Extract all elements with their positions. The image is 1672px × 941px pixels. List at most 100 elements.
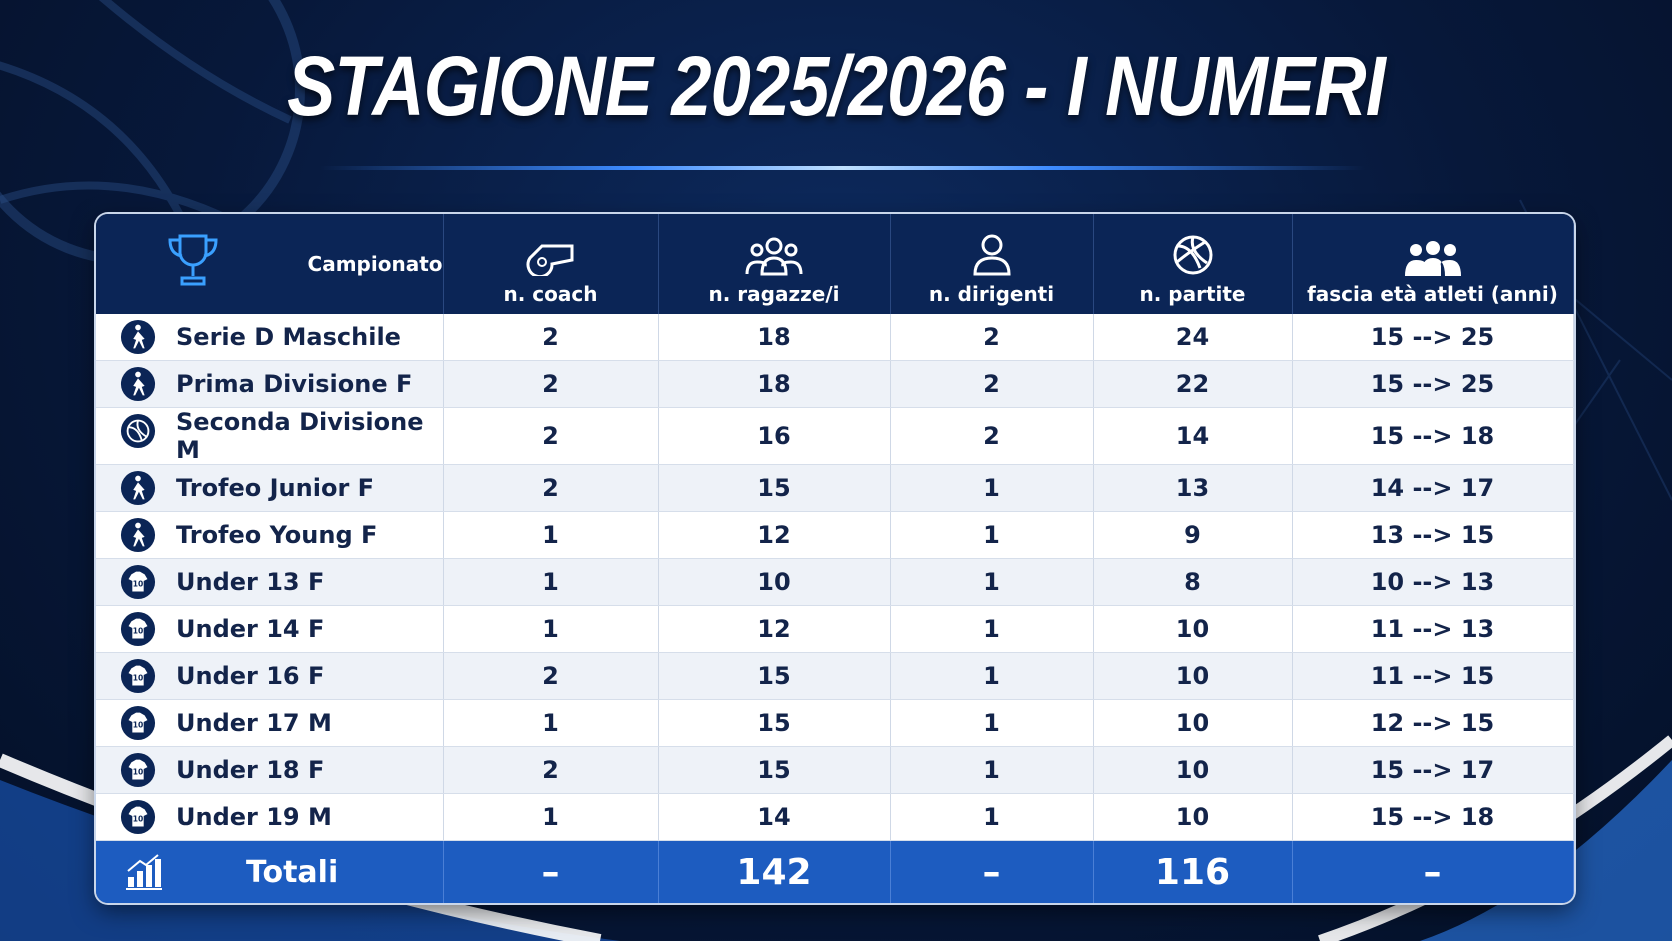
- value-cell: 1: [890, 746, 1094, 794]
- value-cell: 9: [1093, 511, 1293, 559]
- value-cell: 1: [443, 511, 659, 559]
- cell-text: 10: [1175, 615, 1210, 643]
- value-cell: 2: [443, 746, 659, 794]
- cell-text: 1: [983, 615, 1000, 643]
- group-icon: [745, 237, 803, 276]
- value-cell: 1: [443, 605, 659, 653]
- cell-text: 15: [757, 709, 791, 737]
- value-cell: 16: [658, 407, 891, 465]
- cell-text: 15: [757, 756, 791, 784]
- cell-text: 24: [1175, 323, 1210, 351]
- value-cell: 8: [1093, 558, 1293, 606]
- category-icon: 10: [120, 564, 156, 600]
- value-cell: 1: [443, 558, 659, 606]
- svg-text:10: 10: [133, 674, 144, 683]
- cell-text: 1: [983, 474, 1000, 502]
- table-row: 10 Under 13 F 1 10 1 8 10 --> 13: [96, 558, 1574, 606]
- value-cell: 14: [1093, 407, 1293, 465]
- cell-text: Under 19 M: [176, 803, 332, 831]
- totals-cell: 116: [1093, 840, 1293, 903]
- column-label: Campionato: [307, 252, 443, 276]
- value-cell: 15 --> 25: [1292, 314, 1574, 361]
- category-cell: 10 Under 17 M: [96, 699, 444, 747]
- cell-text: 12 --> 15: [1370, 709, 1495, 737]
- cell-text: 1: [542, 568, 559, 596]
- cell-text: –: [982, 851, 1001, 893]
- value-cell: 1: [890, 558, 1094, 606]
- value-cell: 14: [658, 793, 891, 841]
- value-cell: 10: [1093, 793, 1293, 841]
- cell-text: Under 17 M: [176, 709, 332, 737]
- table-row: 10 Under 16 F 2 15 1 10 11 --> 15: [96, 652, 1574, 700]
- value-cell: 13: [1093, 464, 1293, 512]
- cell-text: 10: [757, 568, 791, 596]
- cell-text: 1: [983, 709, 1000, 737]
- cell-text: 1: [983, 662, 1000, 690]
- cell-text: 2: [542, 474, 559, 502]
- value-cell: 10 --> 13: [1292, 558, 1574, 606]
- cell-text: 11 --> 13: [1370, 615, 1495, 643]
- cell-text: 9: [1184, 521, 1201, 549]
- cell-text: 22: [1175, 370, 1210, 398]
- cell-text: 12: [757, 615, 791, 643]
- cell-text: 14 --> 17: [1370, 474, 1495, 502]
- cell-text: 13 --> 15: [1370, 521, 1495, 549]
- cell-text: 10: [1175, 709, 1210, 737]
- column-label: n. dirigenti: [928, 282, 1055, 306]
- value-cell: 2: [443, 464, 659, 512]
- table-body: Serie D Maschile 2 18 2 24 15 --> 25 Prima Div…: [96, 314, 1574, 903]
- value-cell: 1: [890, 652, 1094, 700]
- column-header: n. coach: [443, 214, 659, 314]
- cell-text: Totali: [246, 854, 339, 890]
- value-cell: 13 --> 15: [1292, 511, 1574, 559]
- category-cell: Serie D Maschile: [96, 314, 444, 361]
- chart-icon: [126, 854, 162, 890]
- totals-cell: –: [443, 840, 659, 903]
- cell-text: 1: [983, 803, 1000, 831]
- category-cell: 10 Under 18 F: [96, 746, 444, 794]
- cell-text: 10 --> 13: [1370, 568, 1495, 596]
- value-cell: 2: [890, 360, 1094, 408]
- cell-text: Prima Divisione F: [176, 370, 413, 398]
- cell-text: 14: [1175, 422, 1210, 450]
- column-label: n. ragazze/i: [708, 282, 840, 306]
- column-label: n. coach: [503, 282, 598, 306]
- value-cell: 1: [890, 699, 1094, 747]
- table-row: 10 Under 19 M 1 14 1 10 15 --> 18: [96, 793, 1574, 841]
- category-cell: Prima Divisione F: [96, 360, 444, 408]
- cell-text: Trofeo Young F: [176, 521, 378, 549]
- value-cell: 15 --> 18: [1292, 407, 1574, 465]
- value-cell: 15 --> 18: [1292, 793, 1574, 841]
- value-cell: 2: [443, 360, 659, 408]
- category-cell: Trofeo Junior F: [96, 464, 444, 512]
- cell-text: 10: [1175, 756, 1210, 784]
- table-row: Serie D Maschile 2 18 2 24 15 --> 25: [96, 314, 1574, 361]
- title-underline: [320, 166, 1366, 170]
- column-header: fascia età atleti (anni): [1292, 214, 1574, 314]
- cell-text: 2: [542, 323, 559, 351]
- cell-text: 1: [542, 803, 559, 831]
- cell-text: Under 18 F: [176, 756, 325, 784]
- cell-text: Under 16 F: [176, 662, 325, 690]
- cell-text: Under 13 F: [176, 568, 325, 596]
- cell-text: 12: [757, 521, 791, 549]
- totals-label-cell: Totali: [96, 840, 444, 903]
- table-row: 10 Under 18 F 2 15 1 10 15 --> 17: [96, 746, 1574, 794]
- column-label: n. partite: [1139, 282, 1246, 306]
- category-icon: 10: [120, 658, 156, 694]
- whistle-icon: [526, 244, 573, 276]
- cell-text: 10: [1175, 662, 1210, 690]
- cell-text: 14: [757, 803, 791, 831]
- person-icon: [972, 234, 1011, 276]
- category-icon: 10: [120, 799, 156, 835]
- totals-cell: 142: [658, 840, 891, 903]
- cell-text: 15: [757, 474, 791, 502]
- cell-text: 15 --> 18: [1370, 803, 1495, 831]
- cell-text: 15 --> 25: [1370, 370, 1495, 398]
- cell-text: 15: [757, 662, 791, 690]
- totals-row: Totali – 142 – 116 –: [96, 840, 1574, 903]
- cell-text: 2: [542, 662, 559, 690]
- table-row: Trofeo Young F 1 12 1 9 13 --> 15: [96, 511, 1574, 559]
- cell-text: 2: [542, 370, 559, 398]
- column-header: n. ragazze/i: [658, 214, 891, 314]
